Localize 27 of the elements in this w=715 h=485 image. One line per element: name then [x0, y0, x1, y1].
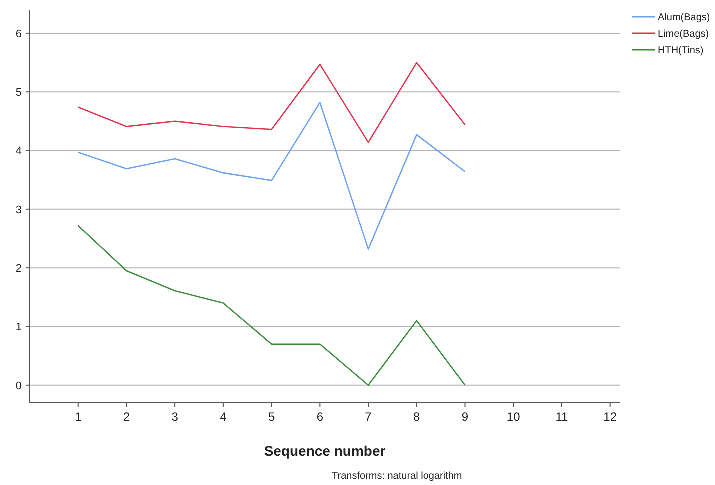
legend-label: Lime(Bags) — [658, 29, 710, 40]
line-series — [78, 62, 466, 144]
x-tick-label: 10 — [506, 410, 521, 424]
x-tick-label: 7 — [365, 410, 372, 424]
x-tick-label: 8 — [414, 410, 421, 424]
y-tick-label: 0 — [16, 380, 22, 392]
x-tick-label: 11 — [556, 410, 569, 424]
y-tick-label: 1 — [16, 322, 22, 334]
y-tick-label: 3 — [16, 204, 22, 216]
legend-label: HTH(Tins) — [658, 46, 704, 56]
line-series — [78, 225, 466, 386]
legend-label: Alum(Bags) — [658, 12, 710, 24]
y-tick-label: 6 — [16, 28, 22, 40]
x-tick-label: 1 — [75, 410, 82, 424]
y-tick-label: 2 — [16, 262, 22, 275]
x-tick-label: 6 — [316, 410, 324, 424]
line-series — [78, 102, 466, 250]
x-tick-label: 3 — [172, 410, 179, 424]
y-tick-label: 5 — [16, 86, 22, 99]
x-tick-label: 5 — [268, 410, 276, 424]
x-tick-label: 9 — [462, 410, 469, 424]
x-axis-title: Sequence number — [264, 443, 386, 459]
text: Transforms: natural logarithm — [332, 471, 462, 482]
x-tick-label: 12 — [604, 410, 618, 424]
x-tick-label: 2 — [123, 410, 130, 424]
y-tick-label: 4 — [16, 146, 22, 158]
x-tick-label: 4 — [220, 410, 228, 424]
